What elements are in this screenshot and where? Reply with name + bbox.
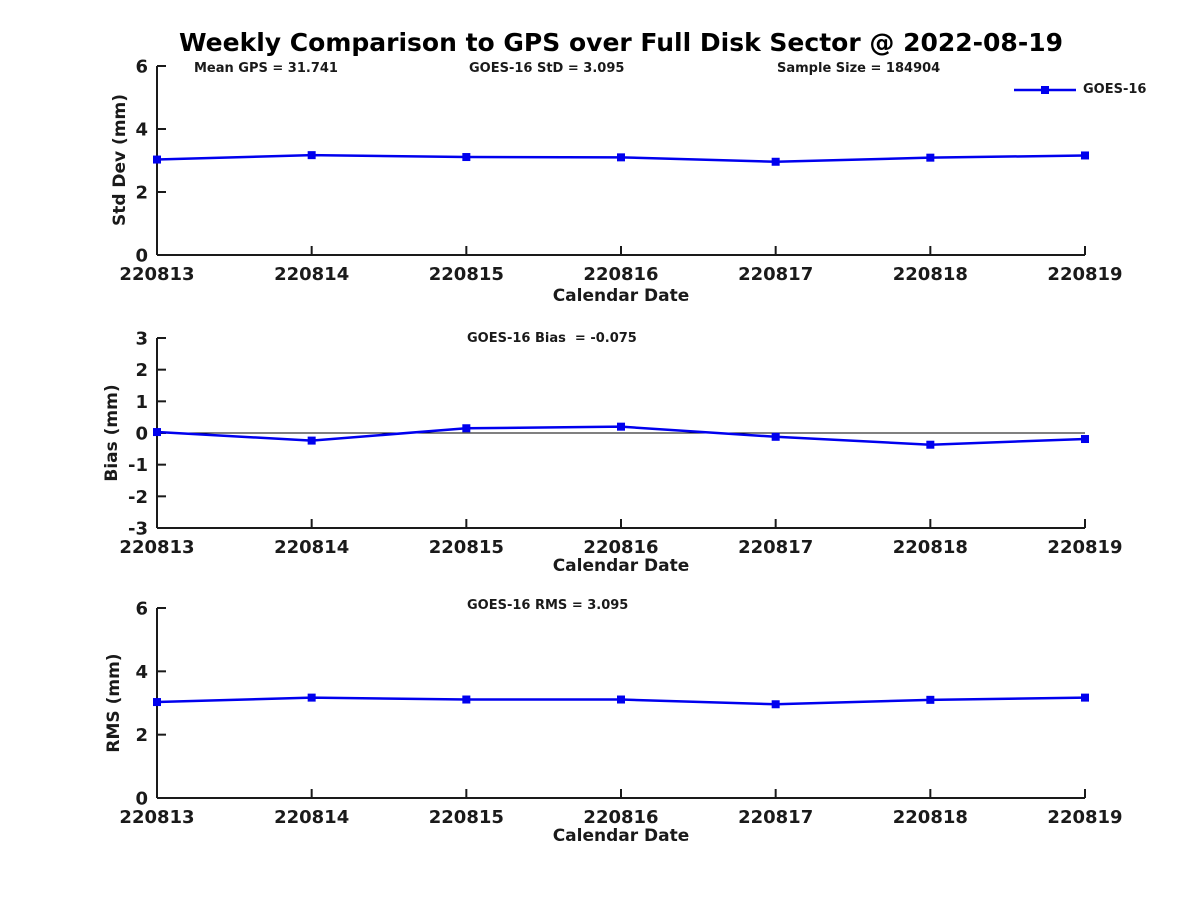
legend-label: GOES-16	[1083, 82, 1147, 97]
annotation-goes16-bias: GOES-16 Bias = -0.075	[467, 331, 637, 346]
annotation-goes16-rms: GOES-16 RMS = 3.095	[467, 598, 629, 613]
y-tick-label: 4	[135, 662, 148, 683]
x-tick-label: 220817	[738, 807, 813, 828]
data-point-marker	[307, 151, 316, 160]
data-point-marker	[307, 436, 316, 445]
x-tick-label: 220819	[1047, 807, 1122, 828]
y-tick-label: 6	[135, 599, 148, 620]
x-axis-label-calendar-date: Calendar Date	[552, 286, 690, 306]
data-point-marker	[771, 432, 780, 441]
x-tick-label: 220817	[738, 537, 813, 558]
x-tick-label: 220817	[738, 264, 813, 285]
y-axis-label-bias: Bias (mm)	[102, 384, 122, 482]
data-point-marker	[926, 440, 935, 449]
data-point-marker	[153, 428, 161, 437]
y-tick-label: 1	[135, 392, 148, 413]
data-point-marker	[153, 698, 161, 707]
y-tick-label: 2	[135, 183, 148, 204]
annotation-goes16-std: GOES-16 StD = 3.095	[469, 61, 625, 76]
data-point-marker	[1081, 151, 1089, 160]
y-axis-label-rms: RMS (mm)	[104, 653, 124, 753]
x-tick-label: 220816	[583, 537, 658, 558]
x-tick-label: 220813	[119, 807, 194, 828]
x-tick-label: 220814	[274, 807, 349, 828]
x-axis-label-calendar-date: Calendar Date	[552, 826, 690, 846]
data-point-marker	[771, 700, 780, 709]
y-tick-label: 0	[135, 789, 148, 810]
data-point-marker	[462, 695, 471, 704]
x-tick-label: 220815	[429, 537, 504, 558]
data-point-marker	[462, 153, 471, 162]
x-tick-label: 220816	[583, 807, 658, 828]
data-point-marker	[307, 693, 316, 702]
x-tick-label: 220813	[119, 264, 194, 285]
legend: GOES-16	[1014, 82, 1146, 97]
x-tick-label: 220815	[429, 264, 504, 285]
y-tick-label: 2	[135, 725, 148, 746]
x-axis-label-calendar-date: Calendar Date	[552, 556, 690, 576]
figure-title: Weekly Comparison to GPS over Full Disk …	[179, 28, 1063, 57]
x-tick-label: 220818	[893, 537, 968, 558]
y-tick-label: -3	[128, 519, 148, 540]
data-point-marker	[617, 422, 625, 431]
y-tick-label: 3	[135, 329, 148, 350]
x-tick-label: 220818	[893, 807, 968, 828]
data-point-marker	[771, 157, 780, 166]
legend-line-marker-icon	[1014, 85, 1076, 94]
x-tick-label: 220818	[893, 264, 968, 285]
annotation-mean-gps: Mean GPS = 31.741	[194, 61, 338, 76]
x-tick-label: 220816	[583, 264, 658, 285]
y-tick-label: -2	[128, 487, 148, 508]
annotation-sample-size: Sample Size = 184904	[777, 61, 941, 76]
x-tick-label: 220819	[1047, 264, 1122, 285]
y-tick-label: 0	[135, 246, 148, 267]
data-point-marker	[462, 424, 471, 433]
x-tick-label: 220814	[274, 537, 349, 558]
y-axis-label-std-dev: Std Dev (mm)	[110, 93, 130, 227]
y-tick-label: 0	[135, 424, 148, 445]
data-point-marker	[926, 695, 935, 704]
data-point-marker	[1081, 693, 1089, 702]
y-tick-label: 2	[135, 360, 148, 381]
y-tick-label: 6	[135, 57, 148, 78]
data-point-marker	[617, 695, 625, 704]
data-point-marker	[617, 153, 625, 162]
x-tick-label: 220815	[429, 807, 504, 828]
x-tick-label: 220814	[274, 264, 349, 285]
y-tick-label: -1	[128, 455, 148, 476]
x-tick-label: 220813	[119, 537, 194, 558]
y-tick-label: 4	[135, 120, 148, 141]
x-tick-label: 220819	[1047, 537, 1122, 558]
data-point-marker	[1081, 435, 1089, 444]
data-point-marker	[153, 155, 161, 164]
data-point-marker	[926, 153, 935, 162]
